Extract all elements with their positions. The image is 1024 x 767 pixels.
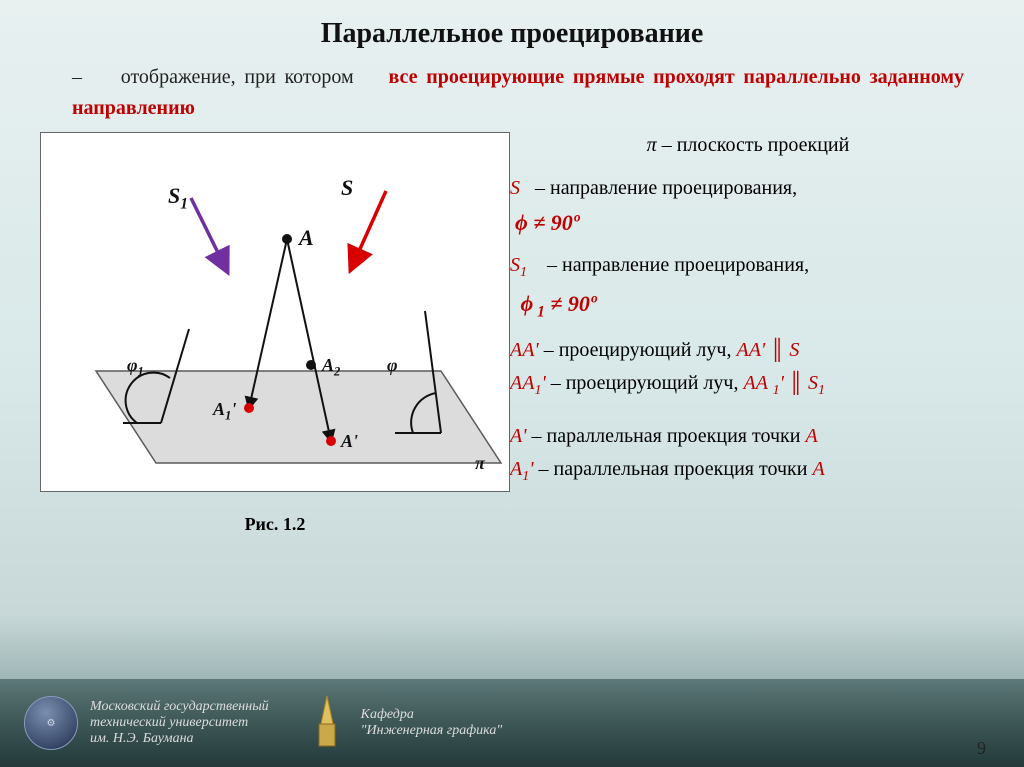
university-crest-icon: ⚙ bbox=[24, 696, 78, 750]
content-row: S S1 A A2 A1' A' φ φ1 π Рис. 1.2 bbox=[0, 132, 1024, 535]
legend-Ap-tail: A bbox=[805, 425, 817, 447]
s-direction-arrow bbox=[351, 191, 386, 269]
footer-department: Кафедра "Инженерная графика" bbox=[305, 694, 503, 752]
point-A bbox=[282, 234, 292, 244]
legend-A1p-text: – параллельная проекция точки bbox=[539, 458, 813, 480]
uni-line3: им. Н.Э. Баумана bbox=[90, 731, 269, 747]
legend-AA-pair: AA' ║ S bbox=[736, 339, 799, 361]
figure-box: S S1 A A2 A1' A' φ φ1 π bbox=[40, 132, 510, 492]
slide-title: Параллельное проецирование bbox=[0, 18, 1024, 50]
label-S: S bbox=[341, 175, 353, 201]
point-Ap bbox=[326, 436, 336, 446]
legend-S-sym: S bbox=[510, 177, 520, 199]
label-Ap: A' bbox=[341, 431, 358, 452]
legend-S1-text: – направление проецирования, bbox=[547, 254, 809, 276]
s1-direction-arrow bbox=[191, 198, 227, 271]
legend-AA-text: – проецирующий луч, bbox=[544, 339, 737, 361]
legend-AA1-sym: AA1' bbox=[510, 372, 551, 394]
label-phi: φ bbox=[387, 355, 398, 376]
legend-pi-text: – плоскость проекций bbox=[662, 134, 850, 156]
intro-paragraph: – отображение, при котором все проецирую… bbox=[0, 62, 1024, 124]
point-A1p bbox=[244, 403, 254, 413]
label-pi: π bbox=[475, 453, 485, 474]
legend-S1-formula: ϕ 1 ≠ 90º bbox=[515, 291, 596, 316]
label-A: A bbox=[299, 225, 314, 251]
legend-pi-sym: π bbox=[647, 134, 657, 156]
projection-plane bbox=[96, 371, 501, 463]
figure-caption: Рис. 1.2 bbox=[40, 514, 510, 535]
legend-AA1-text: – проецирующий луч, bbox=[551, 372, 744, 394]
intro-before: отображение, при котором bbox=[121, 66, 354, 88]
figure-column: S S1 A A2 A1' A' φ φ1 π Рис. 1.2 bbox=[0, 132, 510, 535]
legend-column: π – плоскость проекций S – направление п… bbox=[510, 132, 1024, 493]
legend-S-text: – направление проецирования, bbox=[535, 177, 797, 199]
footer-bar: ⚙ Московский государственный технический… bbox=[0, 679, 1024, 767]
label-A1p: A1' bbox=[213, 399, 236, 424]
uni-line2: технический университет bbox=[90, 715, 269, 731]
dept-line2: "Инженерная графика" bbox=[361, 723, 503, 739]
legend-S1-sym: S1 bbox=[510, 254, 532, 276]
legend-S-formula: ϕ ≠ 90º bbox=[515, 210, 579, 235]
legend-A1p-sym: A1' bbox=[510, 458, 539, 480]
legend-AA1-pair: AA 1' ║ S1 bbox=[743, 372, 825, 394]
legend-AA-sym: AA' bbox=[510, 339, 539, 361]
point-A2 bbox=[306, 360, 316, 370]
label-phi1: φ1 bbox=[127, 355, 144, 380]
diagram-svg bbox=[41, 133, 511, 493]
legend-Ap-text: – параллельная проекция точки bbox=[532, 425, 806, 447]
footer-university: ⚙ Московский государственный технический… bbox=[24, 696, 269, 750]
page-number: 9 bbox=[977, 738, 986, 759]
department-tower-icon bbox=[305, 694, 349, 752]
label-S1: S1 bbox=[168, 183, 188, 213]
legend-Ap-sym: A' bbox=[510, 425, 527, 447]
legend-A1p-tail: A bbox=[812, 458, 824, 480]
label-A2: A2 bbox=[322, 355, 340, 380]
dept-line1: Кафедра bbox=[361, 707, 503, 723]
uni-line1: Московский государственный bbox=[90, 699, 269, 715]
